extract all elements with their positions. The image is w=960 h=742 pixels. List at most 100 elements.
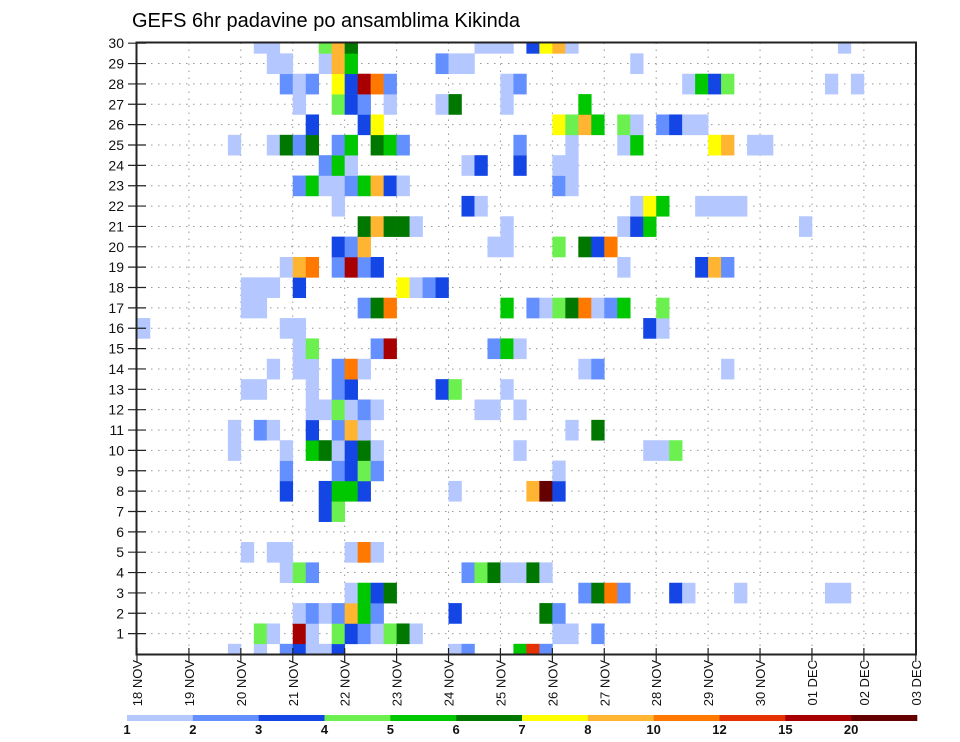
y-tick-label: 23 <box>108 178 124 194</box>
heatmap-cell <box>565 114 579 136</box>
heatmap-cell <box>643 195 657 217</box>
heatmap-cell <box>578 236 592 258</box>
x-tick-label: 18 NOV <box>130 660 145 707</box>
heatmap-cell <box>500 216 514 237</box>
heatmap-cell <box>409 277 423 298</box>
heatmap-cell <box>292 256 307 278</box>
heatmap-cell <box>344 94 358 115</box>
heatmap-cell <box>824 582 839 604</box>
heatmap-cell <box>370 399 384 421</box>
heatmap-cell <box>448 53 462 75</box>
heatmap-cell <box>292 94 307 115</box>
heatmap-cell <box>474 42 488 54</box>
heatmap-cell <box>383 175 397 197</box>
heatmap-cell <box>721 358 735 380</box>
legend-swatch <box>192 715 259 721</box>
heatmap-cell <box>513 338 527 360</box>
heatmap-cell <box>617 582 631 604</box>
heatmap-cell <box>552 480 566 502</box>
heatmap-cell <box>396 134 410 156</box>
heatmap-cell <box>708 195 722 217</box>
heatmap-cell <box>331 603 345 624</box>
heatmap-cell <box>448 603 462 624</box>
heatmap-cell <box>409 623 423 645</box>
x-tick-label: 20 NOV <box>234 660 249 707</box>
heatmap-cell <box>500 236 514 258</box>
heatmap-cell <box>383 338 397 360</box>
heatmap-cell <box>695 256 709 278</box>
heatmap-cell <box>500 42 514 54</box>
heatmap-cell <box>318 501 332 522</box>
legend-label: 8 <box>584 722 591 737</box>
heatmap-cell <box>331 94 345 115</box>
heatmap-cell <box>370 256 384 278</box>
heatmap-cell <box>383 134 397 156</box>
heatmap-cell <box>357 419 371 441</box>
heatmap-cell <box>513 440 527 461</box>
heatmap-cell <box>292 73 307 95</box>
heatmap-cell <box>591 419 605 441</box>
heatmap-cell <box>474 562 488 584</box>
chart-title: GEFS 6hr padavine po ansamblima Kikinda <box>132 10 521 32</box>
heatmap-cell <box>474 399 488 421</box>
heatmap-cell <box>487 42 501 54</box>
heatmap-cell <box>344 53 358 75</box>
y-tick-label: 6 <box>116 524 124 540</box>
y-tick-label: 3 <box>116 585 124 601</box>
heatmap-cell <box>552 297 566 319</box>
heatmap-cell <box>656 440 670 461</box>
heatmap-cell <box>396 623 410 645</box>
y-tick-label: 4 <box>116 565 124 581</box>
heatmap-cell <box>331 42 345 54</box>
heatmap-cell <box>591 623 605 645</box>
heatmap-cell <box>292 134 307 156</box>
heatmap-cell <box>279 460 294 482</box>
heatmap-cell <box>305 399 320 421</box>
heatmap-cell <box>253 42 268 54</box>
heatmap-cell <box>331 53 345 75</box>
heatmap-cell <box>370 338 384 360</box>
heatmap-cell <box>630 134 644 156</box>
heatmap-cell <box>357 542 371 563</box>
heatmap-cell <box>500 562 514 584</box>
heatmap-cell <box>318 175 332 197</box>
heatmap-cell <box>266 419 281 441</box>
heatmap-cell <box>292 643 307 655</box>
heatmap-cell <box>837 42 852 54</box>
heatmap-cell <box>318 480 332 502</box>
heatmap-cell <box>617 134 631 156</box>
heatmap-cell <box>357 114 371 136</box>
heatmap-cell <box>357 297 371 319</box>
y-tick-label: 15 <box>108 341 124 357</box>
heatmap-cell <box>526 562 540 584</box>
heatmap-cell <box>565 175 579 197</box>
heatmap-cell <box>292 358 307 380</box>
heatmap-cell <box>253 643 268 655</box>
heatmap-cell <box>292 338 307 360</box>
legend-label: 1 <box>123 722 130 737</box>
y-tick-label: 21 <box>108 218 124 234</box>
heatmap-cell <box>292 318 307 339</box>
heatmap-cell <box>331 134 345 156</box>
heatmap-cell <box>513 643 527 655</box>
heatmap-cell <box>357 582 371 604</box>
heatmap-cell <box>669 440 683 461</box>
heatmap-cell <box>850 73 865 95</box>
heatmap-cell <box>695 114 709 136</box>
heatmap-cell <box>721 256 735 278</box>
legend-label: 20 <box>844 722 858 737</box>
heatmap-cell <box>331 501 345 522</box>
color-legend: 1 2 3 4 5 6 7 8 10 12 15 20 <box>123 715 918 737</box>
legend-swatch <box>522 715 589 721</box>
heatmap-cell <box>344 419 358 441</box>
x-tick-label: 27 NOV <box>597 660 612 707</box>
heatmap-cell <box>448 643 462 655</box>
heatmap-cell <box>279 318 294 339</box>
heatmap-cell <box>539 480 553 502</box>
heatmap-cell <box>318 603 332 624</box>
heatmap-cell <box>266 542 281 563</box>
heatmap-cell <box>500 297 514 319</box>
x-tick-label: 24 NOV <box>442 660 457 707</box>
heatmap-cell <box>318 155 332 176</box>
